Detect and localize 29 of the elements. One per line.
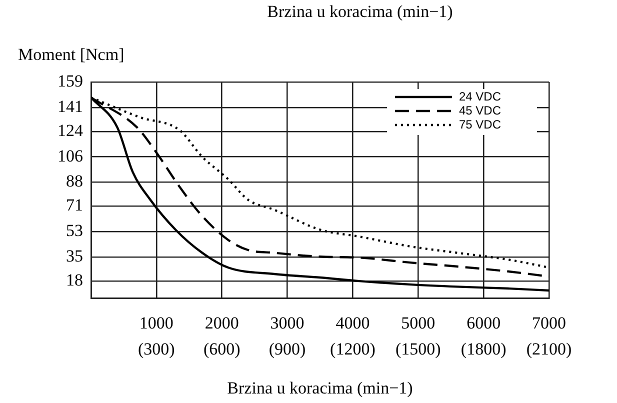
y-tick-label: 88 (66, 172, 83, 191)
chart-title: Brzina u koracima (min−1) (267, 2, 453, 21)
x-tick-label: 6000 (466, 314, 501, 333)
x2-tick-label: (1200) (330, 340, 376, 359)
x-tick-label: 1000 (139, 314, 174, 333)
y-tick-label: 141 (58, 96, 83, 116)
x-tick-label: 2000 (204, 314, 239, 333)
y-axis-title: Moment [Ncm] (18, 45, 124, 64)
y-tick-label: 71 (66, 196, 83, 215)
y-tick-label: 35 (66, 246, 83, 266)
x2-tick-label: (1800) (460, 340, 506, 359)
x-tick-label: 5000 (401, 314, 436, 333)
y-tick-label: 159 (58, 71, 83, 90)
legend-label: 24 VDC (459, 89, 502, 104)
y-tick-label: 124 (58, 120, 84, 140)
legend-label: 45 VDC (459, 103, 502, 118)
x2-tick-label: (300) (138, 340, 175, 359)
x-axis-title: Brzina u koracima (min−1) (227, 378, 413, 398)
x2-tick-label: (2100) (526, 340, 572, 359)
x-tick-label: 7000 (532, 314, 566, 333)
x2-tick-label: (900) (268, 340, 306, 359)
x-tick-label: 4000 (336, 314, 370, 333)
y-tick-label: 18 (66, 270, 83, 290)
x2-tick-label: (600) (203, 340, 240, 359)
x-tick-label: 3000 (270, 314, 304, 333)
y-tick-label: 106 (58, 146, 83, 166)
y-tick-label: 53 (66, 221, 83, 240)
x2-tick-label: (1500) (395, 340, 441, 359)
legend-label: 75 VDC (459, 117, 502, 132)
